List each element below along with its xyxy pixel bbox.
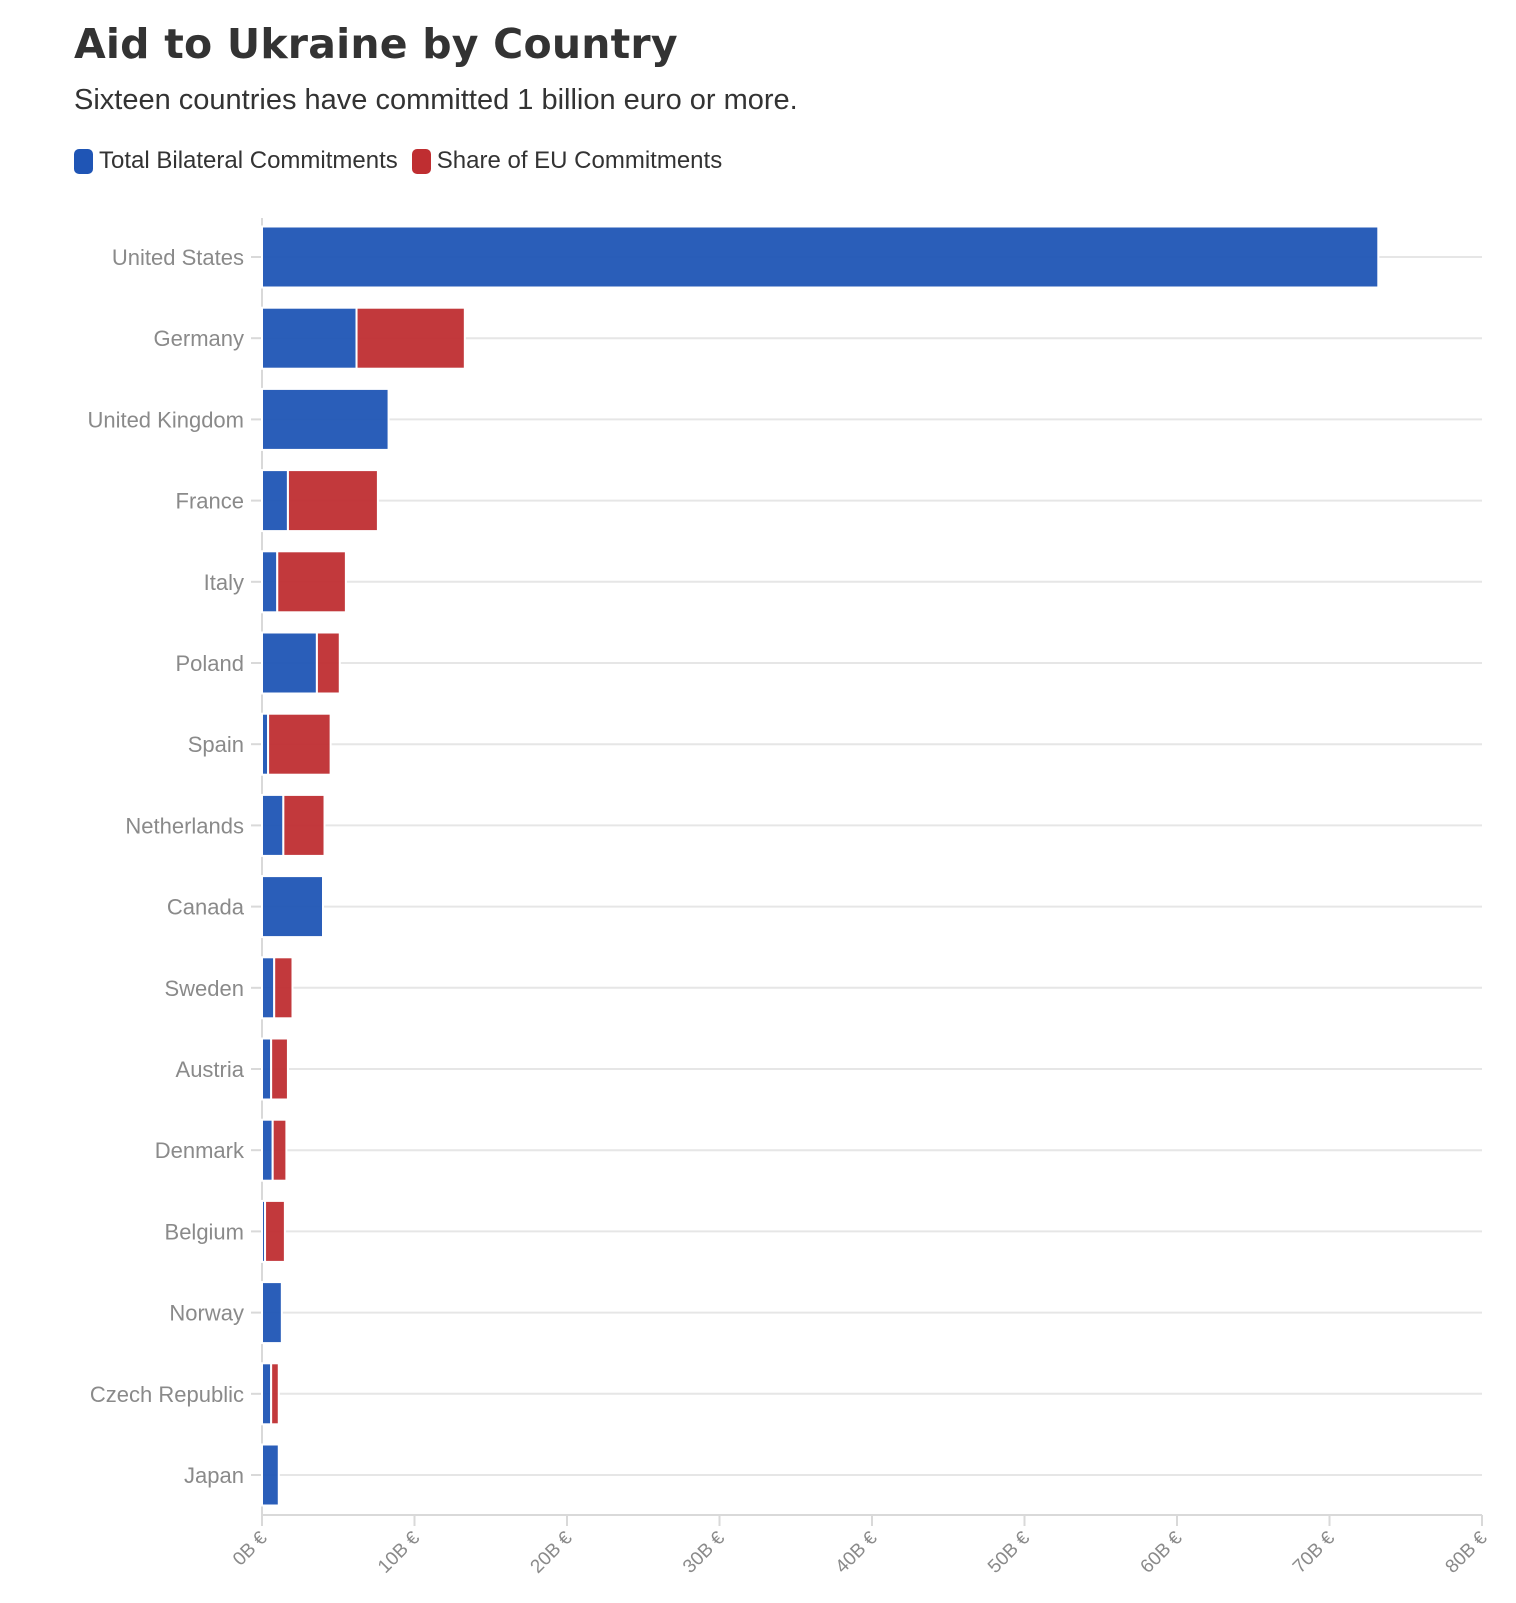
x-tick-label: 0B € [229,1527,272,1570]
y-axis-label: United States [112,245,244,270]
bar-bilateral [261,956,276,1020]
bar-bilateral [261,225,1380,289]
y-axis-label: Netherlands [125,813,244,838]
bar-bilateral [261,1281,283,1345]
bar-bilateral [261,793,285,857]
y-axis-label: Czech Republic [90,1382,244,1407]
y-axis-label: Canada [167,895,245,920]
y-axis-label: Sweden [164,976,244,1001]
x-tick-label: 60B € [1137,1527,1187,1577]
legend-label-eu-share: Share of EU Commitments [436,147,723,174]
x-tick-label: 10B € [374,1527,424,1577]
legend-item-eu-share[interactable]: Share of EU Commitments [411,147,723,175]
bar-bilateral [261,469,289,533]
bar-eu-share [264,1199,286,1263]
bar-bilateral [261,1362,273,1426]
bar-eu-share [270,1037,289,1101]
x-tick-label: 80B € [1442,1527,1492,1577]
chart-legend: Total Bilateral Commitments Share of EU … [74,145,736,177]
bar-bilateral [261,1118,274,1182]
bar-eu-share [271,1118,288,1182]
bar-eu-share [286,469,379,533]
bar-eu-share [270,1362,280,1426]
bar-bilateral [261,550,279,614]
legend-swatch-bilateral [74,148,93,174]
y-axis-label: Germany [154,326,244,351]
bar-eu-share [355,306,466,370]
y-axis-label: France [176,489,244,514]
x-tick-label: 50B € [984,1527,1034,1577]
bar-eu-share [267,712,332,776]
chart-subtitle: Sixteen countries have committed 1 billi… [74,84,798,116]
x-tick-label: 30B € [679,1527,729,1577]
legend-item-bilateral[interactable]: Total Bilateral Commitments [74,147,398,175]
y-axis-label: Spain [188,732,244,757]
bar-eu-share [282,793,326,857]
y-axis-label: Denmark [155,1138,245,1163]
bar-bilateral [261,306,358,370]
bar-bilateral [261,875,324,939]
bar-bilateral [261,387,390,451]
legend-label-bilateral: Total Bilateral Commitments [99,147,398,174]
chart-title: Aid to Ukraine by Country [74,20,678,68]
y-axis-label: Belgium [165,1219,244,1244]
bar-eu-share [276,550,347,614]
y-axis-label: Norway [169,1301,244,1326]
y-axis-label: Poland [175,651,244,676]
y-axis-label: Japan [184,1463,244,1488]
bar-eu-share [315,631,341,695]
bar-bilateral [261,1443,280,1507]
x-tick-label: 70B € [1289,1527,1339,1577]
bar-bilateral [261,1037,273,1101]
x-tick-label: 20B € [527,1527,577,1577]
bar-eu-share [273,956,294,1020]
y-axis-label: United Kingdom [87,407,244,432]
x-tick-label: 40B € [832,1527,882,1577]
y-axis-label: Italy [204,570,244,595]
legend-swatch-eu-share [411,148,431,174]
y-axis-label: Austria [176,1057,245,1082]
bar-bilateral [261,631,318,695]
